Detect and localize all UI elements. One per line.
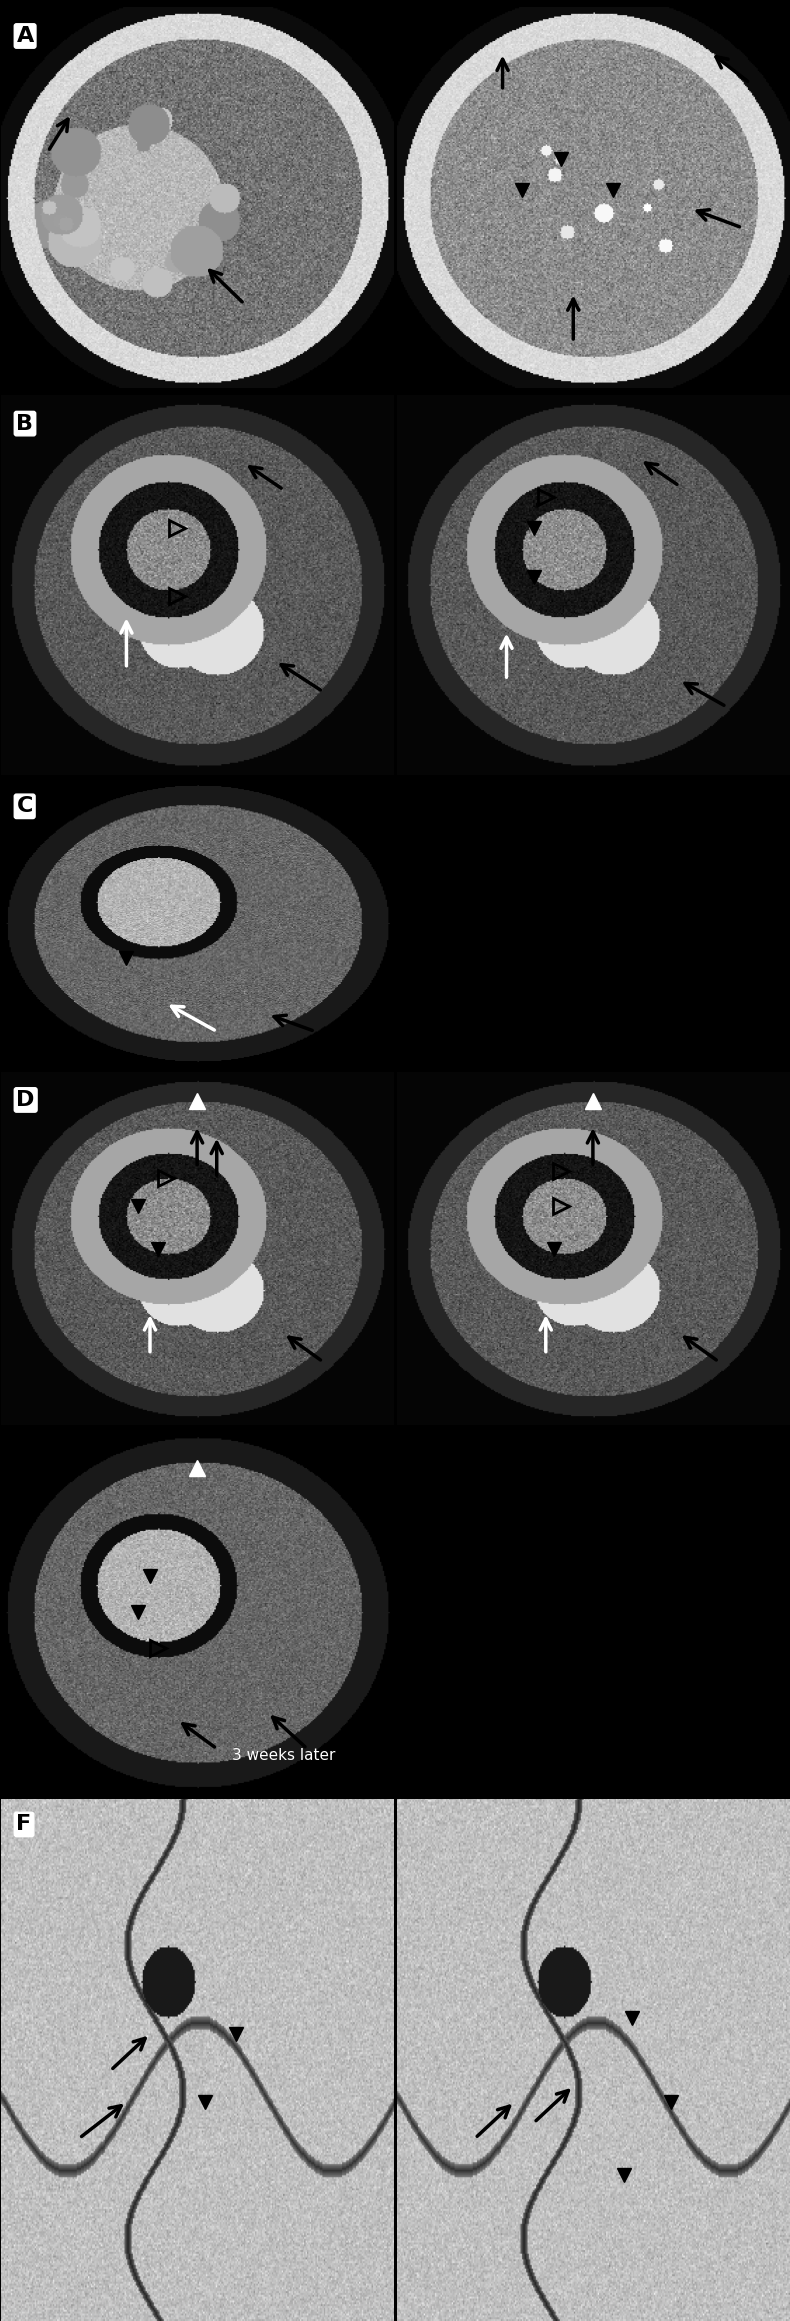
Text: D: D bbox=[17, 1091, 35, 1109]
Text: A: A bbox=[17, 26, 34, 46]
Text: F: F bbox=[17, 1815, 32, 1834]
Text: 3 weeks later: 3 weeks later bbox=[231, 1748, 335, 1764]
Text: B: B bbox=[17, 413, 33, 434]
Text: C: C bbox=[17, 796, 33, 817]
